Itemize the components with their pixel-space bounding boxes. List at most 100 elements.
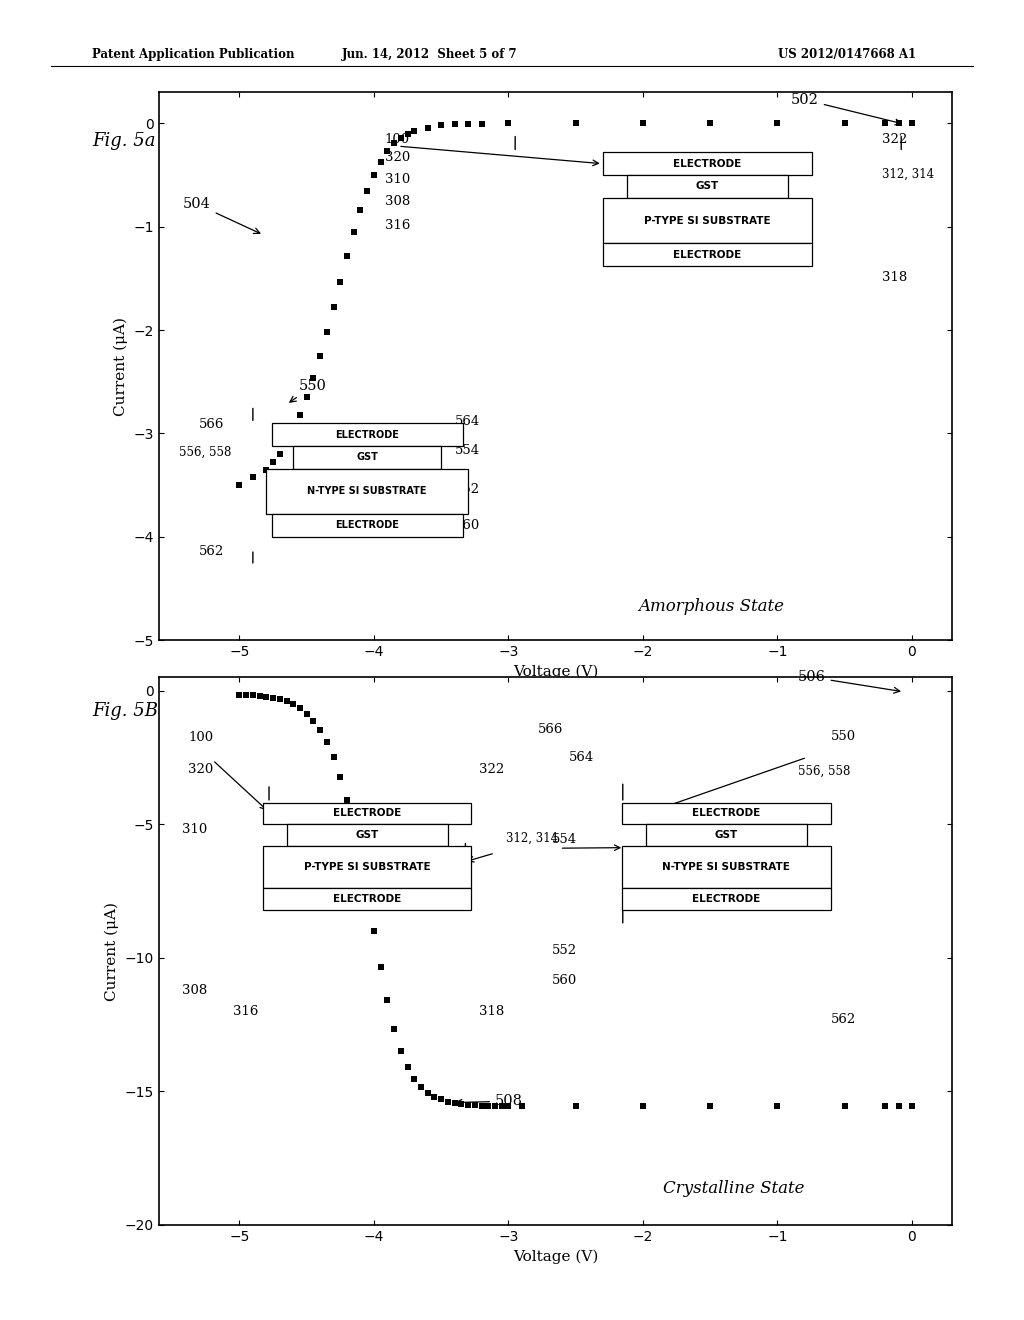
Point [420,1082,436,1104]
Text: 554: 554 [552,833,577,846]
Point [279,690,295,711]
Point [345,222,361,243]
Point [271,689,288,710]
Text: P-TYPE SI SUBSTRATE: P-TYPE SI SUBSTRATE [644,215,771,226]
Point [339,789,355,810]
Text: 322: 322 [479,763,504,776]
Text: 322: 322 [883,133,907,147]
Point [332,271,348,292]
Point [392,1040,409,1061]
Text: GST: GST [715,830,738,840]
Point [305,710,322,731]
Text: 506: 506 [798,671,900,693]
Text: 554: 554 [455,444,480,457]
Text: 310: 310 [385,173,410,186]
Point [877,112,893,133]
Text: 508: 508 [456,1094,523,1109]
Point [433,1089,450,1110]
Text: 320: 320 [188,763,214,776]
Point [413,1077,429,1098]
Point [326,297,342,318]
Point [407,120,423,141]
Point [352,199,369,220]
Point [326,747,342,768]
Point [420,117,436,139]
Point [501,1096,517,1117]
Point [473,114,489,135]
Text: ELECTRODE: ELECTRODE [674,249,741,260]
Text: 552: 552 [455,483,480,496]
Point [486,1096,503,1117]
Text: 320: 320 [385,150,410,164]
Point [702,1096,719,1117]
Point [373,150,389,172]
Text: US 2012/0147668 A1: US 2012/0147668 A1 [778,48,916,61]
Text: ELECTRODE: ELECTRODE [335,429,399,440]
Point [366,165,382,186]
Point [386,132,402,153]
Y-axis label: Current (μA): Current (μA) [104,902,119,1001]
Text: GST: GST [696,181,719,191]
Bar [623,846,830,888]
Point [837,112,853,133]
Point [373,957,389,978]
Text: 562: 562 [831,1014,856,1026]
Point [877,1096,893,1117]
Text: 564: 564 [455,416,480,428]
Text: Patent Application Publication: Patent Application Publication [92,48,295,61]
Point [298,387,314,408]
Point [352,850,369,871]
Point [635,1096,651,1117]
Point [285,421,301,442]
Point [258,686,274,708]
Point [339,246,355,267]
Text: Jun. 14, 2012  Sheet 5 of 7: Jun. 14, 2012 Sheet 5 of 7 [342,48,518,61]
Point [501,112,517,133]
Point [245,466,261,487]
Text: 556, 558: 556, 558 [179,446,231,459]
Text: 318: 318 [883,271,907,284]
Bar [263,888,471,909]
Text: 560: 560 [552,974,577,987]
Point [460,1094,476,1115]
Text: ELECTRODE: ELECTRODE [692,808,761,818]
Point [258,459,274,480]
Point [433,115,450,136]
Text: 316: 316 [385,219,410,232]
Point [285,694,301,715]
Text: Fig. 5B: Fig. 5B [92,702,158,721]
Text: Crystalline State: Crystalline State [663,1180,805,1197]
Point [460,114,476,135]
Text: 312, 314: 312, 314 [883,168,935,181]
Point [494,1096,510,1117]
X-axis label: Voltage (V): Voltage (V) [513,1249,598,1263]
Bar [603,198,812,243]
Text: 550: 550 [831,730,856,743]
Point [407,1069,423,1090]
Text: GST: GST [355,830,379,840]
Point [392,127,409,148]
Point [454,1093,470,1114]
Bar [266,469,468,513]
Point [332,766,348,787]
Text: N-TYPE SI SUBSTRATE: N-TYPE SI SUBSTRATE [663,862,791,873]
Point [252,685,268,706]
Point [271,444,288,465]
Point [318,322,335,343]
Point [359,180,376,201]
Point [480,1096,497,1117]
Bar [623,803,830,824]
Text: ELECTRODE: ELECTRODE [335,520,399,531]
Point [769,112,785,133]
Text: ELECTRODE: ELECTRODE [333,808,401,818]
Text: 566: 566 [199,418,224,432]
Point [359,884,376,906]
Point [890,112,906,133]
Text: ELECTRODE: ELECTRODE [692,894,761,904]
Point [399,1057,416,1078]
Point [446,1092,463,1113]
Text: 550: 550 [290,379,327,403]
Bar [646,824,807,846]
Point [245,685,261,706]
Text: 564: 564 [569,751,594,764]
